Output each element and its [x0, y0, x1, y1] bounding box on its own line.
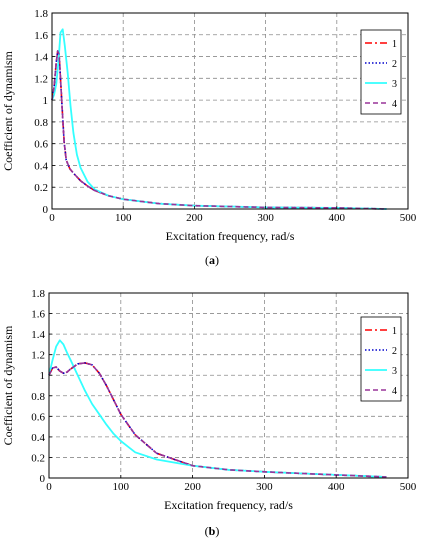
plot-area [51, 12, 409, 210]
panel-label: (b) [205, 524, 220, 538]
y-tick-label: 0 [40, 473, 46, 485]
y-tick-label: 0.6 [31, 411, 45, 423]
legend-label-2: 2 [392, 59, 397, 70]
y-tick-label: 0.4 [34, 160, 48, 172]
plot-area [48, 292, 409, 479]
legend-label-4: 4 [392, 99, 397, 110]
y-tick-label: 0.6 [34, 139, 48, 151]
x-tick-label: 400 [328, 481, 345, 493]
x-axis-label: Excitation frequency, rad/s [164, 498, 293, 512]
y-tick-label: 0 [43, 204, 49, 216]
legend-box [360, 29, 402, 115]
y-tick-label: 0.8 [34, 117, 48, 129]
x-tick-label: 300 [257, 212, 274, 224]
panel-label: (a) [205, 253, 219, 267]
legend: 1 2 3 4 [360, 29, 402, 115]
legend-label-1: 1 [392, 39, 397, 50]
y-tick-label: 1.8 [31, 288, 45, 300]
series-line-4 [51, 50, 387, 210]
y-axis-label: Coefficient of dynamism [1, 325, 15, 445]
x-tick-label: 500 [400, 212, 417, 224]
x-tick-label: 100 [115, 212, 132, 224]
x-tick-label: 200 [186, 212, 203, 224]
x-tick-label: 200 [184, 481, 201, 493]
legend-label-2: 2 [392, 346, 397, 357]
legend-label-3: 3 [392, 366, 397, 377]
x-tick-label: 0 [49, 212, 55, 224]
x-tick-label: 100 [113, 481, 130, 493]
y-tick-label: 0.2 [31, 452, 45, 464]
y-tick-label: 1 [40, 370, 46, 382]
y-tick-label: 1.2 [31, 350, 45, 362]
y-tick-label: 1.4 [31, 329, 45, 341]
x-tick-label: 400 [329, 212, 346, 224]
legend-label-3: 3 [392, 79, 397, 90]
y-tick-label: 1.2 [34, 73, 48, 85]
y-tick-label: 1.6 [31, 309, 45, 321]
y-axis-label: Coefficient of dynamism [1, 50, 15, 170]
y-tick-label: 0.4 [31, 432, 45, 444]
legend-label-1: 1 [392, 326, 397, 337]
x-axis-label: Excitation frequency, rad/s [166, 229, 295, 243]
x-tick-label: 300 [256, 481, 273, 493]
legend-box [360, 316, 402, 402]
y-tick-label: 0.2 [34, 182, 48, 194]
x-tick-label: 0 [46, 481, 52, 493]
series-line-4 [48, 362, 387, 478]
y-tick-label: 1.4 [34, 52, 48, 64]
chart-panel-a: 0 100 200 300 400 500 0 0.2 0.4 0.6 0.8 1 1.2 1.4 1.6 1… [1, 8, 417, 267]
x-tick-label: 500 [400, 481, 417, 493]
plot-border [48, 292, 409, 479]
y-tick-label: 1.6 [34, 30, 48, 42]
legend: 1 2 3 4 [360, 316, 402, 402]
y-tick-label: 1.8 [34, 8, 48, 20]
legend-label-4: 4 [392, 386, 397, 397]
y-tick-label: 1 [43, 95, 49, 107]
y-tick-label: 0.8 [31, 391, 45, 403]
plot-border [51, 12, 409, 210]
chart-panel-b: 0 100 200 300 400 500 0 0.2 0.4 0.6 0.8 1 1.2 1.4 1.6 1… [1, 288, 417, 538]
